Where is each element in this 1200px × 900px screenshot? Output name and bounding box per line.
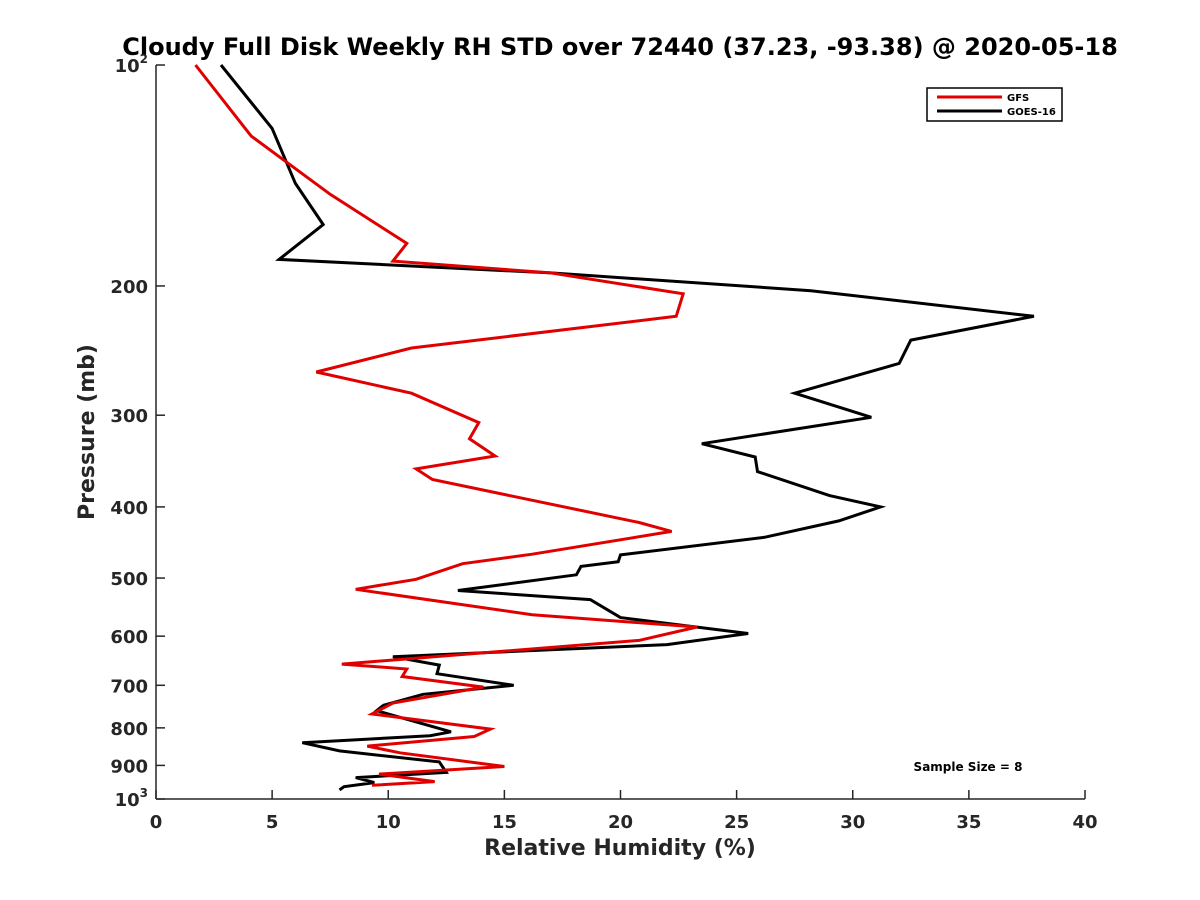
x-tick-label: 20: [608, 812, 633, 833]
y-axis-label: Pressure (mb): [75, 344, 100, 520]
y-tick-label: 800: [110, 719, 148, 740]
sample-size-annotation: Sample Size = 8: [914, 760, 1023, 774]
y-tick-label: 500: [110, 569, 148, 590]
legend-label-gfs: GFS: [1007, 93, 1029, 104]
x-axis-label: Relative Humidity (%): [484, 836, 756, 861]
y-tick-label: 900: [110, 756, 148, 777]
y-tick-label: 103: [115, 786, 148, 811]
x-tick-label: 30: [840, 812, 865, 833]
legend-box: [926, 87, 1063, 122]
x-tick-label: 5: [266, 812, 279, 833]
y-tick-label: 102: [115, 52, 148, 77]
legend: GFS GOES-16: [926, 87, 1063, 122]
y-tick-label: 300: [110, 406, 148, 427]
x-tick-label: 15: [492, 812, 517, 833]
x-tick-label: 40: [1072, 812, 1097, 833]
y-tick-label: 400: [110, 498, 148, 519]
x-tick-label: 25: [724, 812, 749, 833]
x-tick-label: 10: [376, 812, 401, 833]
x-tick-label: 0: [150, 812, 163, 833]
legend-label-goes16: GOES-16: [1007, 107, 1056, 118]
y-tick-label: 600: [110, 627, 148, 648]
y-tick-label: 700: [110, 676, 148, 697]
series-line-goes16: [219, 64, 1035, 792]
x-tick-label: 35: [956, 812, 981, 833]
series-line-gfs: [194, 64, 698, 787]
y-tick-label: 200: [110, 277, 148, 298]
chart-title: Cloudy Full Disk Weekly RH STD over 7244…: [122, 33, 1118, 61]
